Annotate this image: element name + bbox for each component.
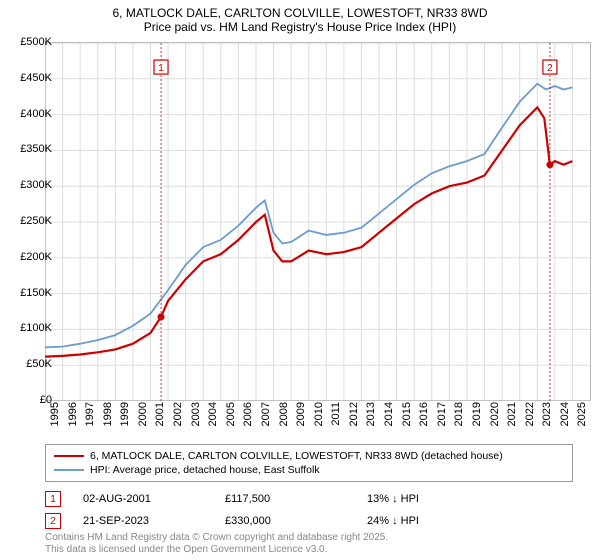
svg-text:1: 1 (158, 63, 164, 74)
x-tick-label: 2017 (436, 402, 448, 426)
y-tick-label: £250K (20, 215, 52, 227)
legend-swatch (54, 469, 84, 471)
x-tick-label: 2018 (453, 402, 465, 426)
x-tick-label: 2004 (207, 402, 219, 426)
legend-row: HPI: Average price, detached house, East… (54, 463, 564, 477)
marker-table: 1 02-AUG-2001 £117,500 13% ↓ HPI 2 21-SE… (45, 488, 487, 532)
marker-number-box: 1 (45, 491, 61, 507)
chart-plot-area: 12 (45, 42, 591, 401)
x-tick-label: 2014 (383, 402, 395, 426)
x-tick-label: 1997 (84, 402, 96, 426)
svg-text:2: 2 (547, 63, 553, 74)
marker-date: 21-SEP-2023 (83, 515, 203, 527)
x-tick-label: 2002 (172, 402, 184, 426)
footer-line: Contains HM Land Registry data © Crown c… (45, 532, 388, 544)
y-tick-label: £300K (20, 179, 52, 191)
x-tick-label: 2001 (154, 402, 166, 426)
x-tick-label: 2022 (524, 402, 536, 426)
marker-delta: 13% ↓ HPI (367, 493, 487, 505)
title-block: 6, MATLOCK DALE, CARLTON COLVILLE, LOWES… (0, 0, 600, 36)
title-address: 6, MATLOCK DALE, CARLTON COLVILLE, LOWES… (10, 6, 590, 20)
chart-svg: 12 (45, 43, 590, 401)
x-tick-label: 1999 (119, 402, 131, 426)
y-tick-label: £350K (20, 143, 52, 155)
legend-box: 6, MATLOCK DALE, CARLTON COLVILLE, LOWES… (45, 444, 573, 482)
legend-row: 6, MATLOCK DALE, CARLTON COLVILLE, LOWES… (54, 449, 564, 463)
x-tick-label: 1995 (49, 402, 61, 426)
legend-swatch (54, 455, 84, 457)
y-tick-label: £400K (20, 108, 52, 120)
footer-line: This data is licensed under the Open Gov… (45, 544, 388, 556)
footer-attribution: Contains HM Land Registry data © Crown c… (45, 532, 388, 556)
marker-price: £330,000 (225, 515, 345, 527)
x-tick-label: 2009 (295, 402, 307, 426)
marker-date: 02-AUG-2001 (83, 493, 203, 505)
x-tick-label: 2020 (489, 402, 501, 426)
x-tick-label: 2025 (576, 402, 588, 426)
legend-label: 6, MATLOCK DALE, CARLTON COLVILLE, LOWES… (90, 450, 503, 462)
x-tick-label: 2019 (471, 402, 483, 426)
marker-number-box: 2 (45, 513, 61, 529)
x-tick-label: 2024 (559, 402, 571, 426)
x-tick-label: 2021 (506, 402, 518, 426)
marker-row: 1 02-AUG-2001 £117,500 13% ↓ HPI (45, 488, 487, 510)
x-tick-label: 2007 (260, 402, 272, 426)
x-tick-label: 2010 (313, 402, 325, 426)
y-tick-label: £200K (20, 251, 52, 263)
title-subtitle: Price paid vs. HM Land Registry's House … (10, 20, 590, 34)
x-tick-label: 2008 (278, 402, 290, 426)
x-tick-label: 2011 (330, 402, 342, 426)
x-tick-label: 2003 (190, 402, 202, 426)
x-tick-label: 1998 (102, 402, 114, 426)
x-tick-label: 2000 (137, 402, 149, 426)
x-tick-label: 2005 (225, 402, 237, 426)
x-tick-label: 2013 (365, 402, 377, 426)
y-tick-label: £500K (20, 36, 52, 48)
legend-label: HPI: Average price, detached house, East… (90, 464, 320, 476)
x-tick-label: 2023 (541, 402, 553, 426)
marker-price: £117,500 (225, 493, 345, 505)
x-tick-label: 2006 (242, 402, 254, 426)
marker-row: 2 21-SEP-2023 £330,000 24% ↓ HPI (45, 510, 487, 532)
y-tick-label: £450K (20, 72, 52, 84)
y-tick-label: £150K (20, 287, 52, 299)
x-tick-label: 2015 (401, 402, 413, 426)
chart-container: 6, MATLOCK DALE, CARLTON COLVILLE, LOWES… (0, 0, 600, 560)
x-tick-label: 1996 (67, 402, 79, 426)
y-tick-label: £50K (26, 358, 52, 370)
x-tick-label: 2016 (418, 402, 430, 426)
y-tick-label: £100K (20, 322, 52, 334)
marker-delta: 24% ↓ HPI (367, 515, 487, 527)
x-tick-label: 2012 (348, 402, 360, 426)
